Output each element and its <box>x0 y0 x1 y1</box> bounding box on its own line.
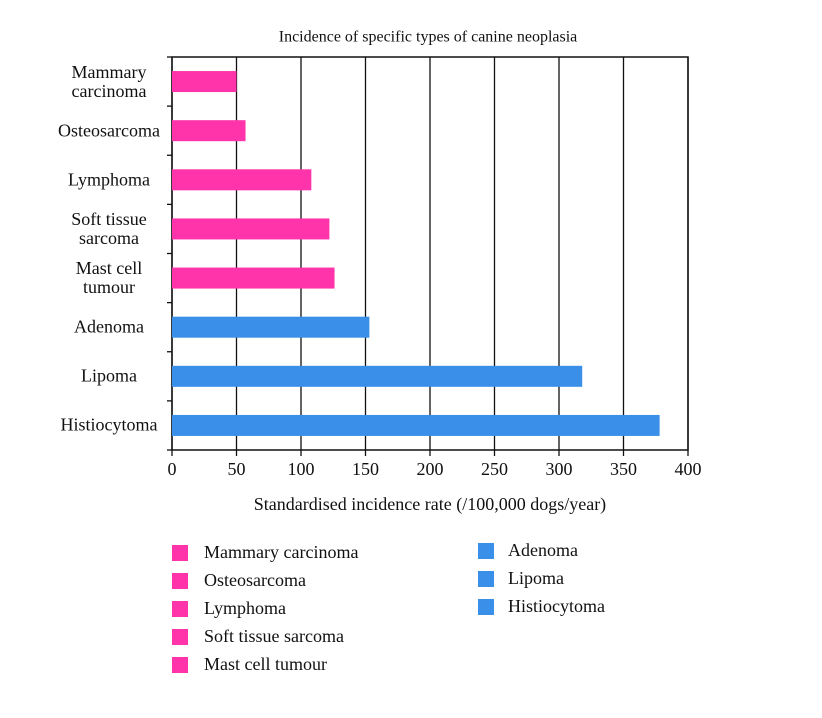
bar <box>172 169 312 191</box>
bar <box>172 365 583 387</box>
bar <box>172 218 330 240</box>
bar <box>172 71 237 93</box>
x-tick-label: 350 <box>610 459 637 479</box>
x-tick-label: 300 <box>546 459 573 479</box>
y-tick-label: Adenoma <box>74 316 144 337</box>
x-tick-label: 50 <box>228 459 246 479</box>
y-tick-label: Lymphoma <box>68 169 150 190</box>
y-tick-label: Osteosarcoma <box>58 120 160 141</box>
legend-label: Mast cell tumour <box>204 654 327 674</box>
legend-swatch <box>172 657 188 673</box>
x-tick-label: 200 <box>417 459 444 479</box>
legend-swatch <box>172 573 188 589</box>
legend-label: Adenoma <box>508 540 578 560</box>
x-tick-label: 150 <box>352 459 379 479</box>
y-tick-label: Lipoma <box>81 365 137 386</box>
bar <box>172 120 246 142</box>
legend-label: Osteosarcoma <box>204 570 306 590</box>
chart-title: Incidence of specific types of canine ne… <box>279 29 578 46</box>
y-tick-label: Histiocytoma <box>60 414 158 435</box>
legend-swatch <box>478 571 494 587</box>
legend-swatch <box>172 629 188 645</box>
x-tick-label: 100 <box>288 459 315 479</box>
y-tick-label: Mast cell tumour <box>75 258 143 298</box>
x-tick-label: 0 <box>168 459 177 479</box>
legend-swatch <box>478 543 494 559</box>
legend-label: Soft tissue sarcoma <box>204 626 344 646</box>
x-axis-title: Standardised incidence rate (/100,000 do… <box>254 494 606 515</box>
x-tick-label: 400 <box>675 459 702 479</box>
bar <box>172 316 370 338</box>
x-tick-label: 250 <box>481 459 508 479</box>
y-tick-label: Soft tissue sarcoma <box>71 208 147 248</box>
legend-swatch <box>478 599 494 615</box>
legend-swatch <box>172 545 188 561</box>
bar <box>172 267 335 289</box>
legend-label: Lymphoma <box>204 598 286 618</box>
legend-swatch <box>172 601 188 617</box>
legend-label: Histiocytoma <box>508 596 605 616</box>
y-tick-label: Mammary carcinoma <box>71 61 147 101</box>
legend-label: Lipoma <box>508 568 564 588</box>
legend-label: Mammary carcinoma <box>204 542 358 562</box>
bar <box>172 414 660 436</box>
